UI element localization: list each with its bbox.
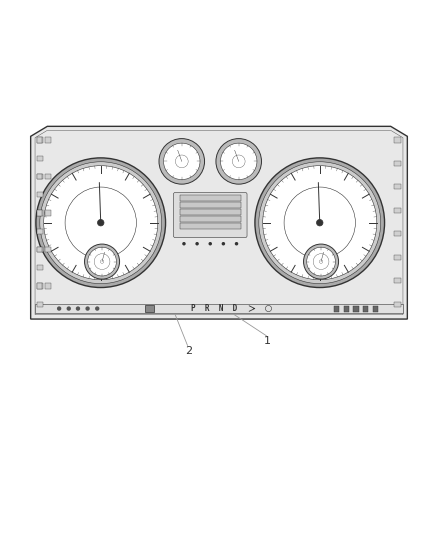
Circle shape xyxy=(44,166,158,280)
Bar xyxy=(45,211,51,215)
Circle shape xyxy=(319,260,323,263)
Circle shape xyxy=(163,143,200,180)
Circle shape xyxy=(95,306,99,311)
Text: 1: 1 xyxy=(264,336,271,346)
Circle shape xyxy=(67,306,71,311)
Bar xyxy=(394,302,401,307)
Bar xyxy=(37,247,43,252)
Bar xyxy=(35,304,403,313)
Circle shape xyxy=(85,244,120,279)
Bar xyxy=(180,195,241,201)
Circle shape xyxy=(222,242,225,246)
Bar xyxy=(45,174,51,179)
Bar xyxy=(37,138,42,142)
Bar xyxy=(37,302,43,307)
Bar xyxy=(45,138,51,142)
Text: P  R  N  D: P R N D xyxy=(191,304,238,313)
Circle shape xyxy=(100,260,104,263)
Polygon shape xyxy=(31,126,407,319)
Bar xyxy=(145,305,154,312)
Circle shape xyxy=(85,306,90,311)
Bar xyxy=(344,306,349,312)
Circle shape xyxy=(263,166,377,280)
Bar xyxy=(334,306,339,312)
Bar xyxy=(373,306,378,312)
Circle shape xyxy=(208,242,212,246)
Bar xyxy=(394,161,401,166)
Circle shape xyxy=(195,242,199,246)
Bar xyxy=(394,255,401,260)
Bar xyxy=(394,231,401,237)
Circle shape xyxy=(304,244,339,279)
Bar xyxy=(37,211,42,215)
Bar xyxy=(363,306,368,312)
Bar xyxy=(180,216,241,222)
Bar xyxy=(180,223,241,229)
Bar xyxy=(37,156,43,161)
Bar xyxy=(37,138,43,142)
Circle shape xyxy=(182,242,186,246)
Circle shape xyxy=(159,139,205,184)
Bar xyxy=(180,202,241,208)
Bar xyxy=(353,306,359,312)
Circle shape xyxy=(232,155,245,168)
Text: 2: 2 xyxy=(185,345,192,356)
Bar xyxy=(37,192,43,197)
Bar xyxy=(37,247,42,252)
Circle shape xyxy=(255,158,385,287)
Circle shape xyxy=(40,161,162,284)
Bar xyxy=(37,174,43,179)
Circle shape xyxy=(317,220,323,226)
Circle shape xyxy=(220,143,257,180)
FancyBboxPatch shape xyxy=(173,192,247,238)
Bar xyxy=(180,209,241,215)
Bar xyxy=(37,229,43,234)
Circle shape xyxy=(235,242,238,246)
Bar xyxy=(45,284,51,288)
Bar xyxy=(37,284,43,288)
Circle shape xyxy=(57,306,61,311)
Circle shape xyxy=(175,155,188,168)
Bar xyxy=(394,278,401,284)
Circle shape xyxy=(307,247,336,276)
Circle shape xyxy=(36,158,166,287)
Circle shape xyxy=(216,139,261,184)
Bar xyxy=(37,284,42,288)
Circle shape xyxy=(76,306,80,311)
Circle shape xyxy=(88,247,117,276)
Bar xyxy=(394,138,401,142)
Bar xyxy=(45,247,51,252)
Bar xyxy=(37,265,43,270)
Circle shape xyxy=(98,220,104,226)
Bar xyxy=(394,184,401,189)
Bar xyxy=(394,208,401,213)
Bar xyxy=(37,211,43,215)
Bar xyxy=(37,174,42,179)
Circle shape xyxy=(259,161,381,284)
